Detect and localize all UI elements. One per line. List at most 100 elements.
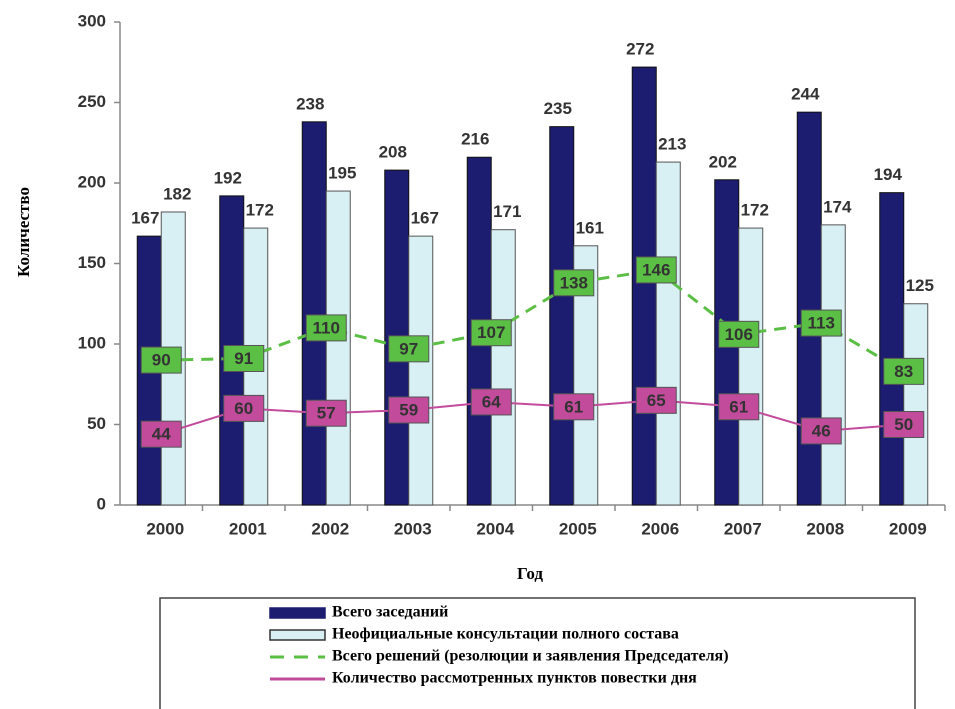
- point-label: 90: [152, 351, 171, 370]
- bar-value-label: 172: [246, 201, 274, 220]
- point-label-box: [718, 320, 760, 348]
- x-tick-label: 2004: [476, 519, 514, 538]
- x-tick-label: 2001: [229, 519, 267, 538]
- point-label: 61: [729, 397, 748, 416]
- point-label: 146: [642, 260, 670, 279]
- point-label-box: [800, 417, 842, 445]
- x-tick-label: 2007: [724, 519, 762, 538]
- legend-label: Количество рассмотренных пунктов повестк…: [332, 670, 697, 687]
- bar-value-label: 202: [709, 152, 737, 171]
- bar-value-label: 182: [163, 184, 191, 203]
- point-label-box: [305, 314, 347, 342]
- bar: [301, 121, 327, 506]
- point-label-box: [883, 357, 925, 385]
- bar: [549, 126, 575, 506]
- bar-value-label: 167: [411, 209, 439, 228]
- point-label-box: [883, 411, 925, 438]
- point-label: 91: [234, 349, 253, 368]
- bar: [408, 235, 434, 506]
- point-label: 44: [152, 425, 171, 444]
- legend-swatch: [269, 607, 326, 619]
- x-tick-label: 2008: [806, 519, 844, 538]
- point-label-box: [470, 388, 512, 416]
- point-label-box: [553, 393, 595, 421]
- bar-value-label: 238: [296, 94, 324, 113]
- bar-value-label: 194: [874, 165, 903, 184]
- bar-value-label: 192: [214, 168, 242, 187]
- point-label: 50: [894, 415, 913, 434]
- point-label-box: [388, 335, 430, 363]
- x-tick-label: 2003: [394, 519, 432, 538]
- point-label: 138: [560, 273, 588, 292]
- bar-value-label: 171: [493, 202, 521, 221]
- x-axis-title: Год: [517, 564, 543, 583]
- bar-value-label: 195: [328, 164, 356, 183]
- point-label: 113: [808, 314, 835, 333]
- point-label-box: [388, 396, 430, 424]
- bar: [903, 303, 929, 506]
- y-tick-label: 200: [78, 172, 106, 191]
- bar-value-label: 213: [658, 135, 686, 154]
- y-tick-label: 100: [78, 333, 106, 352]
- bar-value-label: 125: [906, 276, 934, 295]
- point-label: 60: [234, 399, 253, 418]
- bar: [490, 229, 516, 506]
- point-label-box: [470, 319, 512, 347]
- point-label: 64: [482, 392, 501, 411]
- point-label-box: [305, 399, 347, 427]
- point-label-box: [553, 269, 595, 297]
- bar: [820, 224, 846, 506]
- bar: [796, 111, 822, 506]
- y-tick-label: 250: [78, 92, 106, 111]
- point-label-box: [718, 393, 760, 421]
- bar-value-label: 174: [823, 197, 852, 216]
- bar: [655, 161, 681, 506]
- bar-value-label: 167: [131, 209, 159, 228]
- legend-label: Всего заседаний: [332, 604, 448, 621]
- point-label-box: [223, 394, 265, 422]
- bar-value-label: 216: [461, 130, 489, 149]
- point-label-box: [223, 344, 265, 372]
- legend-label: Всего решений (резолюции и заявления Пре…: [332, 648, 729, 665]
- bar: [738, 227, 764, 506]
- y-tick-label: 150: [78, 253, 106, 272]
- y-tick-label: 300: [78, 11, 106, 30]
- bar: [325, 190, 351, 506]
- y-axis-title: Количество: [14, 187, 33, 277]
- line: [160, 399, 904, 436]
- x-tick-label: 2000: [146, 519, 184, 538]
- x-tick-label: 2002: [311, 519, 349, 538]
- y-tick-label: 50: [87, 414, 106, 433]
- x-tick-label: 2005: [559, 519, 597, 538]
- bar-value-label: 172: [741, 201, 769, 220]
- legend-label: Неофициальные консультации полного соста…: [332, 626, 679, 643]
- bar: [879, 192, 905, 506]
- bar-value-label: 272: [626, 40, 654, 59]
- bar-value-label: 208: [379, 143, 407, 162]
- point-label: 106: [725, 325, 753, 344]
- bar-value-label: 235: [544, 99, 572, 118]
- x-tick-label: 2006: [641, 519, 679, 538]
- legend-swatch: [269, 629, 326, 641]
- point-label-box: [140, 346, 182, 374]
- point-label: 110: [313, 318, 340, 337]
- point-label: 57: [317, 404, 336, 423]
- point-label: 83: [894, 362, 913, 381]
- point-label-box: [635, 386, 677, 414]
- point-label-box: [635, 256, 677, 284]
- point-label: 97: [399, 339, 418, 358]
- bar-value-label: 161: [576, 218, 604, 237]
- bar-value-label: 244: [791, 85, 820, 104]
- bar: [631, 66, 657, 506]
- point-label: 107: [477, 323, 505, 342]
- x-tick-label: 2009: [889, 519, 927, 538]
- point-label: 59: [399, 400, 418, 419]
- point-label: 65: [647, 391, 666, 410]
- point-label: 46: [812, 421, 831, 440]
- point-label: 61: [564, 397, 583, 416]
- point-label-box: [140, 420, 182, 448]
- y-tick-label: 0: [97, 494, 106, 513]
- line: [161, 268, 905, 373]
- point-label-box: [800, 309, 842, 337]
